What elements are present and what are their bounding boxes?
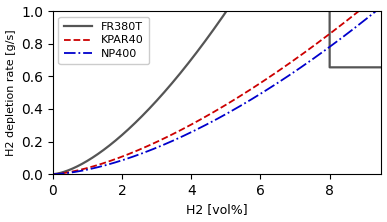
NP400 bbox=[67, 171, 72, 174]
FR380T bbox=[210, 30, 215, 32]
Line: FR380T: FR380T bbox=[53, 0, 382, 174]
FR380T bbox=[370, 66, 374, 69]
NP400 bbox=[370, 13, 374, 16]
FR380T bbox=[379, 66, 384, 69]
X-axis label: H2 [vol%]: H2 [vol%] bbox=[186, 203, 248, 216]
KPAR40 bbox=[67, 171, 72, 173]
FR380T bbox=[51, 173, 55, 176]
KPAR40 bbox=[309, 46, 314, 49]
FR380T bbox=[67, 168, 72, 171]
KPAR40 bbox=[210, 111, 215, 114]
KPAR40 bbox=[202, 116, 206, 119]
NP400 bbox=[202, 125, 206, 127]
Line: NP400: NP400 bbox=[53, 7, 382, 174]
NP400 bbox=[210, 120, 215, 123]
FR380T bbox=[370, 66, 374, 69]
KPAR40 bbox=[370, 0, 374, 2]
NP400 bbox=[309, 59, 314, 61]
FR380T bbox=[202, 42, 206, 44]
NP400 bbox=[379, 5, 384, 8]
NP400 bbox=[370, 13, 374, 16]
KPAR40 bbox=[370, 0, 374, 2]
NP400 bbox=[51, 173, 55, 176]
Legend: FR380T, KPAR40, NP400: FR380T, KPAR40, NP400 bbox=[58, 17, 149, 64]
Line: KPAR40: KPAR40 bbox=[53, 0, 382, 174]
Y-axis label: H2 depletion rate [g/s]: H2 depletion rate [g/s] bbox=[5, 29, 15, 156]
KPAR40 bbox=[51, 173, 55, 176]
